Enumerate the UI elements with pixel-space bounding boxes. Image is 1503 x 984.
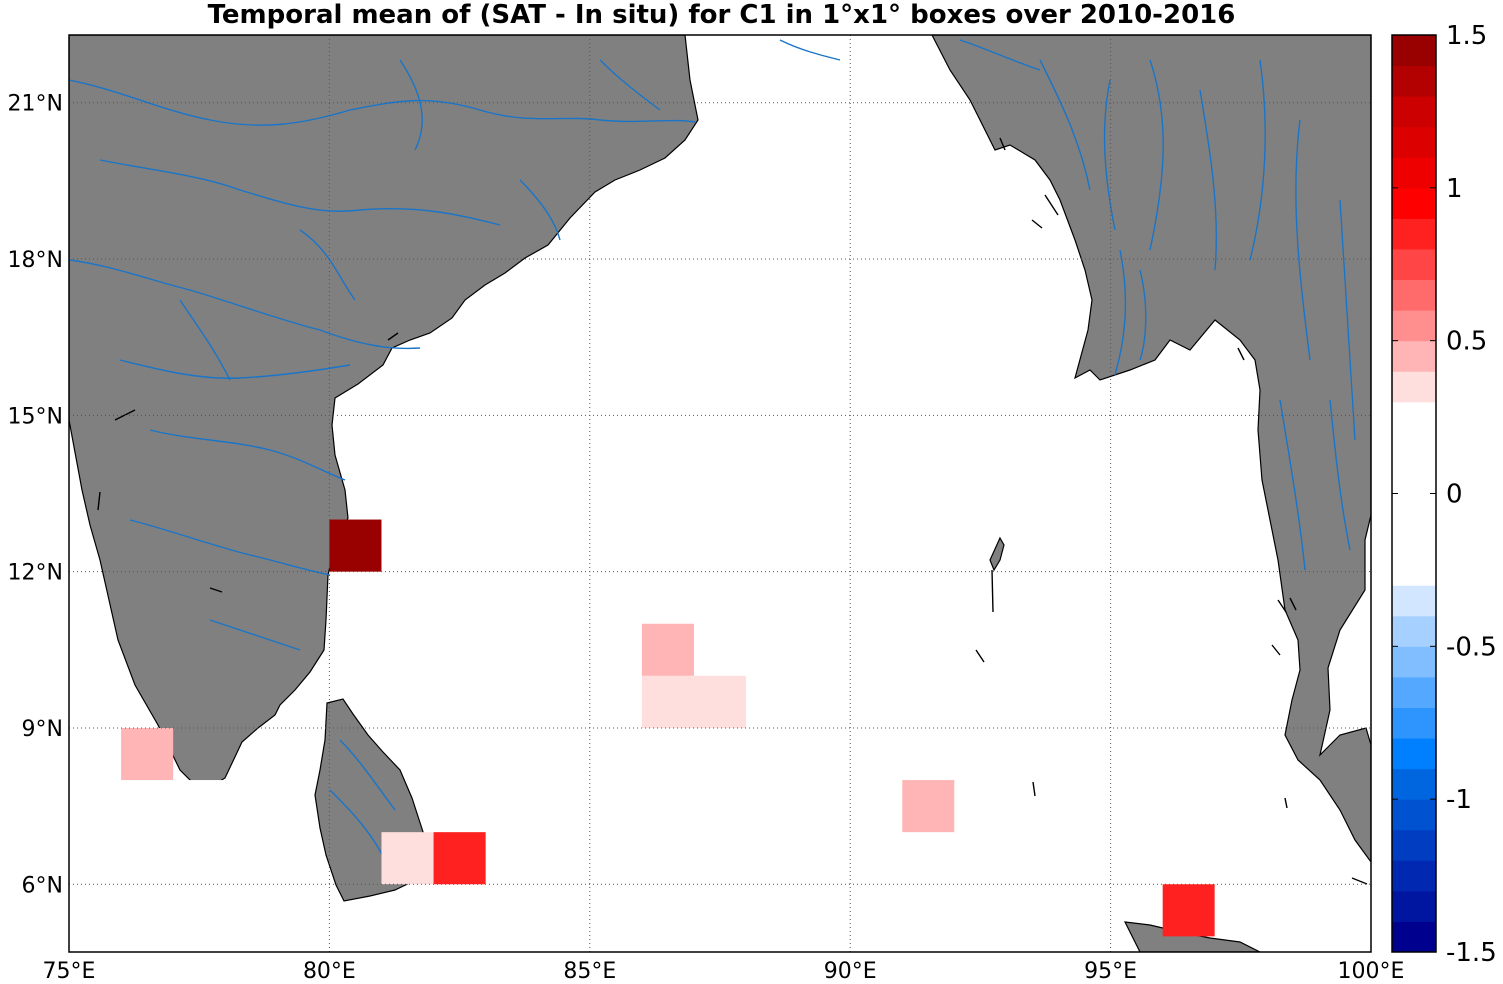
heatmap-cells <box>121 519 1319 937</box>
heatmap-cell <box>902 780 955 833</box>
rivers <box>69 39 1356 861</box>
colorbar-segment <box>1392 248 1436 281</box>
colorbar-segment <box>1392 829 1436 861</box>
colorbar-tick-label: 0.5 <box>1446 327 1487 357</box>
colorbar-tick-label: 1.5 <box>1446 21 1487 51</box>
colorbar-segment <box>1392 310 1436 342</box>
colorbar-segment <box>1392 157 1436 189</box>
land-sumatra <box>1123 921 1261 952</box>
colorbar-segment <box>1392 585 1436 617</box>
colorbar-segment <box>1392 279 1436 311</box>
colorbar-tick-label: -0.5 <box>1446 632 1497 662</box>
lat-tick-label: 12°N <box>8 561 63 586</box>
colorbar-segment <box>1392 218 1436 250</box>
heatmap-cell <box>433 832 486 885</box>
colorbar-segment <box>1392 96 1436 128</box>
colorbar-segment <box>1392 860 1436 892</box>
colorbar-segment <box>1392 126 1436 158</box>
heatmap-cell <box>121 727 174 781</box>
heatmap-cell <box>1162 884 1215 937</box>
colorbar-segment <box>1392 401 1436 433</box>
colorbar-segment <box>1392 554 1436 586</box>
heatmap-cell <box>1266 884 1319 937</box>
colorbar-segment <box>1392 340 1436 372</box>
colorbar-segment <box>1392 615 1436 647</box>
lon-tick-label: 100°E <box>1338 959 1405 984</box>
colorbar-segment <box>1392 738 1436 770</box>
lon-tick-label: 90°E <box>824 959 877 984</box>
grid-lines <box>69 35 1371 952</box>
heatmap-cell <box>329 519 382 572</box>
land-myanmar <box>931 35 1371 864</box>
lat-tick-label: 6°N <box>22 873 63 898</box>
lat-tick-label: 15°N <box>8 404 63 429</box>
lat-tick-label: 18°N <box>8 248 63 273</box>
lat-tick-label: 9°N <box>22 717 63 742</box>
heatmap-cell <box>381 832 434 885</box>
heatmap-cell <box>641 623 694 676</box>
lon-tick-label: 85°E <box>563 959 616 984</box>
heatmap-cell <box>173 780 226 833</box>
heatmap-cell <box>1214 884 1267 937</box>
heatmap-cell <box>902 727 955 781</box>
lon-tick-label: 95°E <box>1084 959 1137 984</box>
heatmap-cell <box>954 780 1007 833</box>
heatmap-cell <box>693 675 747 728</box>
colorbar-segment <box>1392 462 1436 494</box>
plot-frame <box>68 34 1372 953</box>
colorbar-segment <box>1392 707 1436 739</box>
colorbar-segment <box>1392 524 1436 556</box>
colorbar-segment <box>1392 432 1436 464</box>
colorbar: 1.5 1 0.5 0 -0.5 -1 -1.5 <box>1391 21 1497 968</box>
map-title: Temporal mean of (SAT - In situ) for C1 … <box>207 0 1236 30</box>
heatmap-cell <box>1110 832 1163 885</box>
colorbar-segment <box>1392 799 1436 831</box>
lon-tick-labels: 75°E 80°E 85°E 90°E 95°E 100°E <box>43 959 1405 984</box>
colorbar-segment <box>1392 187 1436 219</box>
colorbar-tick-label: 1 <box>1446 174 1463 204</box>
colorbar-segment <box>1392 768 1436 800</box>
colorbar-tick-label: -1.5 <box>1446 938 1497 968</box>
heatmap-cell <box>1058 832 1111 885</box>
heatmap-cell <box>433 780 486 833</box>
heatmap-cell <box>1006 832 1059 885</box>
lat-tick-label: 21°N <box>8 92 63 117</box>
heatmap-cell <box>641 675 694 728</box>
colorbar-segment <box>1392 493 1436 525</box>
lon-tick-label: 75°E <box>43 959 96 984</box>
colorbar-segment <box>1392 921 1436 953</box>
colorbar-segment <box>1392 65 1436 97</box>
land-andaman <box>989 536 1005 572</box>
colorbar-tick-label: 0 <box>1446 480 1463 510</box>
colorbar-segment <box>1392 890 1436 922</box>
island-marks <box>97 137 1368 885</box>
lon-tick-label: 80°E <box>303 959 356 984</box>
lat-tick-labels: 6°N 9°N 12°N 15°N 18°N 21°N <box>8 92 63 899</box>
heatmap-cell <box>381 675 434 728</box>
colorbar-tick-label: -1 <box>1446 785 1472 815</box>
colorbar-segment <box>1392 676 1436 708</box>
heatmap-cell <box>850 727 903 781</box>
colorbar-segment <box>1392 35 1436 67</box>
colorbar-segment <box>1392 371 1436 403</box>
colorbar-segment <box>1392 646 1436 678</box>
